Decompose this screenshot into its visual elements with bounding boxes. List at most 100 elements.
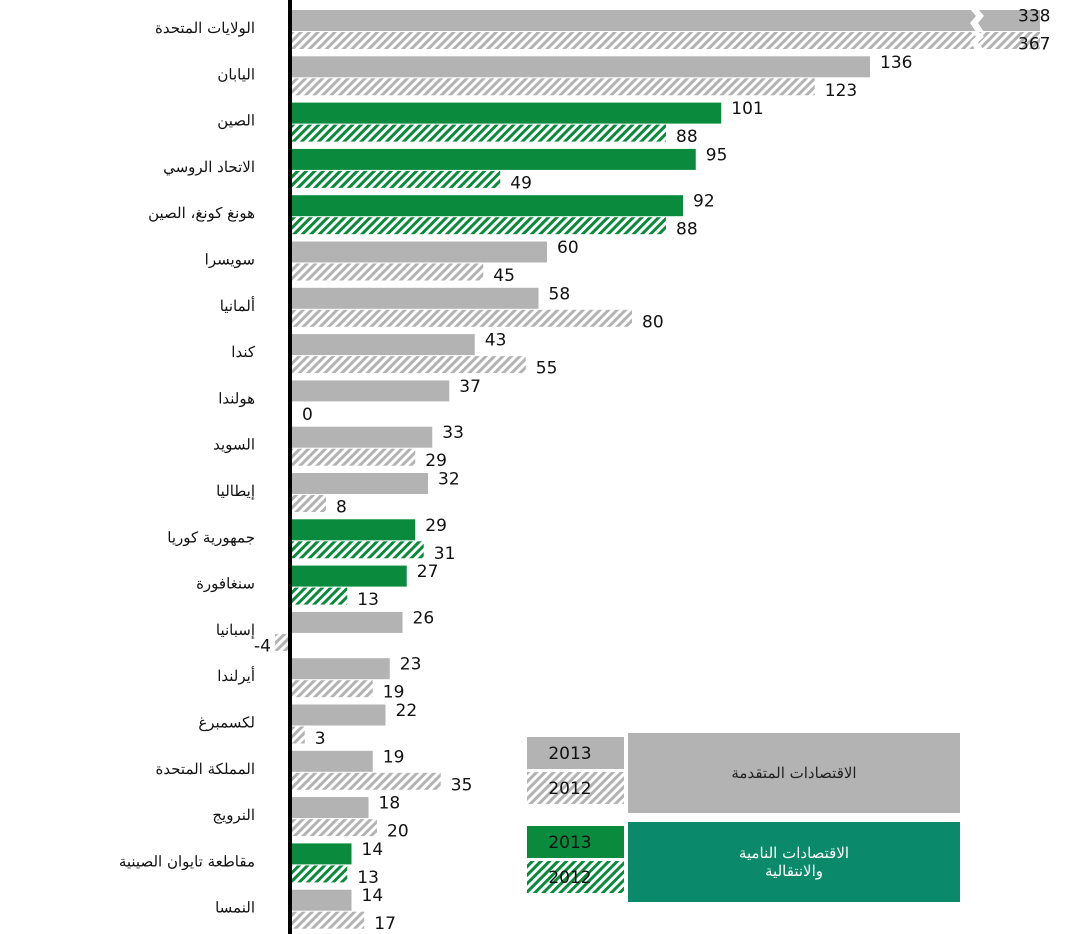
legend-swatch [527, 861, 624, 893]
bar [292, 170, 501, 188]
bar [292, 726, 305, 744]
value-label: 29 [425, 451, 447, 471]
category-label: جمهورية كوريا [167, 528, 255, 546]
bar [292, 56, 870, 78]
value-label: 13 [357, 868, 379, 888]
bar [292, 380, 450, 402]
category-label: السويد [213, 436, 255, 454]
bar [292, 148, 696, 170]
category-label: الصين [217, 112, 255, 130]
value-label: 20 [387, 822, 409, 842]
category-label: سويسرا [205, 251, 255, 269]
category-label: الولايات المتحدة [155, 19, 255, 37]
category-label: المملكة المتحدة [156, 760, 256, 778]
category-label: اليابان [217, 65, 255, 83]
value-label: 60 [557, 238, 579, 258]
value-label: 123 [825, 81, 857, 101]
value-label: 58 [549, 284, 571, 304]
category-label: كندا [231, 343, 256, 361]
category-label: إيطاليا [216, 482, 255, 500]
bar [292, 843, 352, 865]
bar [292, 587, 348, 605]
value-label: 88 [676, 220, 698, 240]
value-label: 26 [413, 608, 435, 628]
value-label: 88 [676, 127, 698, 147]
legend-label: الاقتصادات المتقدمة [628, 733, 960, 813]
category-label: إسبانيا [216, 621, 255, 639]
category-label: هولندا [218, 389, 255, 407]
value-label: 17 [374, 914, 396, 934]
value-label: 22 [396, 701, 418, 721]
category-label: سنغافورة [196, 575, 255, 593]
value-label: 19 [383, 683, 405, 703]
value-label: 27 [417, 562, 439, 582]
bar [292, 565, 407, 587]
legend-label: 2012 [548, 868, 591, 888]
value-label: 80 [642, 312, 664, 332]
bar [292, 680, 373, 698]
legend-label: 2012 [548, 779, 591, 799]
value-label: 136 [880, 53, 912, 73]
value-label: 18 [379, 794, 401, 814]
bar [292, 356, 526, 374]
bar [292, 519, 416, 541]
bar [292, 473, 428, 494]
value-label: 14 [362, 886, 384, 906]
value-label: 31 [434, 544, 456, 564]
value-label: 43 [485, 331, 507, 351]
legend-swatch [527, 826, 624, 858]
bar [292, 10, 1040, 31]
value-label: 23 [400, 655, 422, 675]
category-label: هونغ كونغ، الصين [148, 204, 255, 222]
bar [275, 633, 292, 651]
value-label: 8 [336, 498, 347, 518]
bar [292, 658, 390, 680]
axis-break [970, 9, 984, 32]
category-label: النمسا [215, 899, 255, 917]
value-label: 95 [706, 145, 728, 165]
bar [292, 263, 484, 281]
value-label: 19 [383, 747, 405, 767]
category-label: النرويج [212, 806, 255, 824]
legend-label: 2013 [548, 833, 591, 853]
legend-label: 2013 [548, 744, 591, 764]
bar [292, 704, 386, 726]
bar [292, 797, 369, 819]
bar [292, 495, 326, 512]
bar [292, 124, 666, 142]
value-label: 29 [425, 516, 447, 536]
bar [292, 309, 632, 327]
bar [292, 889, 352, 911]
bar [292, 611, 403, 633]
category-label: أيرلندا [217, 666, 255, 685]
category-label: مقاطعة تايوان الصينية [119, 852, 255, 870]
value-label: 33 [442, 423, 464, 443]
bar [292, 772, 441, 790]
value-label: 367 [1018, 35, 1050, 55]
value-label: 37 [459, 377, 481, 397]
value-label: -4 [254, 636, 271, 656]
bar [292, 819, 377, 837]
value-label: 32 [438, 470, 460, 490]
value-label: 0 [302, 405, 313, 425]
bar [292, 241, 547, 263]
legend-swatch [527, 737, 624, 769]
bar [292, 287, 539, 309]
bar [292, 865, 348, 883]
bar [292, 750, 373, 772]
value-label: 101 [731, 99, 763, 119]
bar [292, 426, 433, 448]
bar [292, 217, 666, 235]
bar [292, 195, 683, 217]
legend-swatch [527, 772, 624, 804]
value-label: 3 [315, 729, 326, 749]
value-label: 92 [693, 192, 715, 212]
value-label: 14 [362, 840, 384, 860]
category-label: الاتحاد الروسي [163, 158, 255, 176]
value-label: 338 [1018, 7, 1050, 27]
axis-break [970, 31, 984, 51]
bar [292, 32, 1040, 49]
bar [292, 78, 815, 96]
legend-label: الاقتصادات النامية والانتقالية [628, 822, 960, 902]
